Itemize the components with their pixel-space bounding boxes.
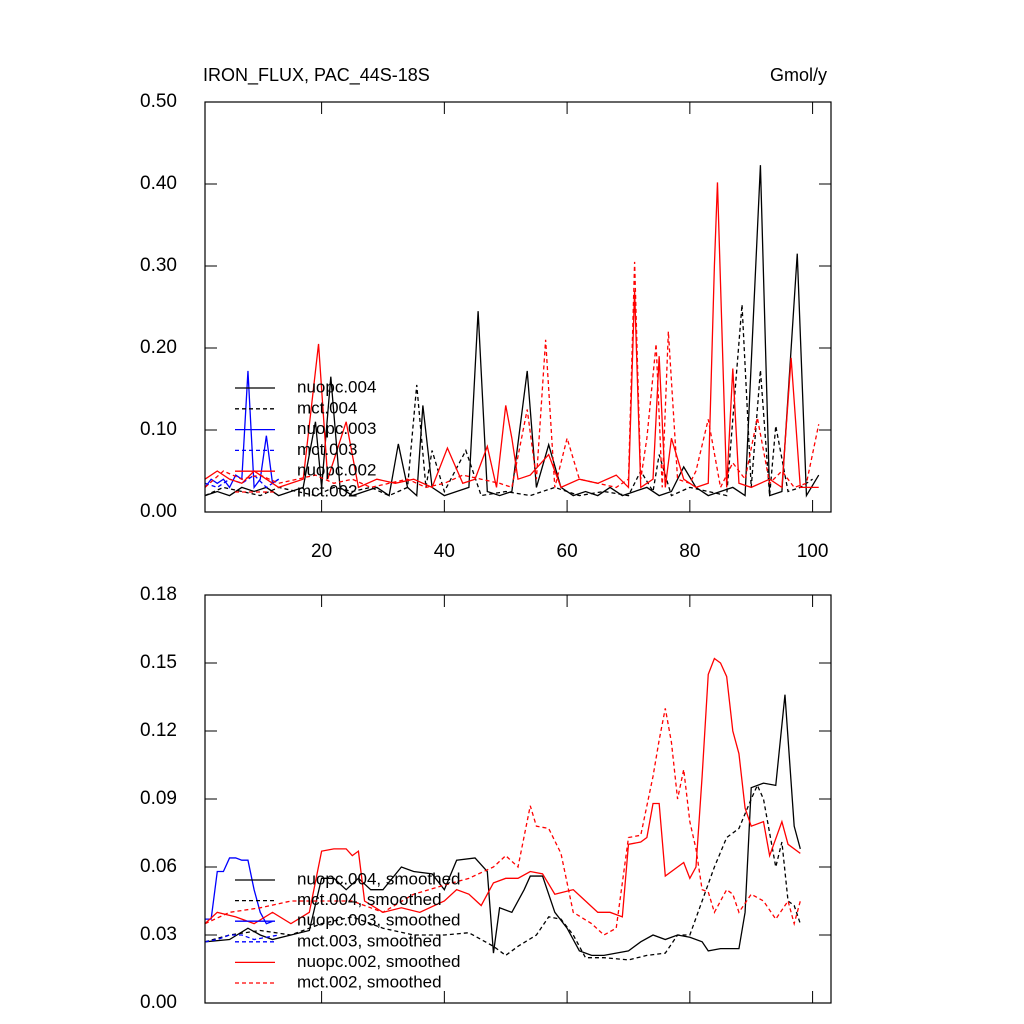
- series-line: [205, 304, 813, 497]
- series-line: [205, 165, 820, 498]
- legend-label: nuopc.003, smoothed: [297, 911, 461, 930]
- y-tick-label: 0.00: [140, 992, 177, 1013]
- series-line: [205, 857, 273, 925]
- y-tick-label: 0.15: [140, 652, 177, 673]
- series-line: [205, 657, 801, 925]
- y-tick-label: 0.03: [140, 924, 177, 945]
- x-tick-label: 80: [679, 541, 700, 562]
- y-tick-label: 0.20: [140, 337, 177, 358]
- y-tick-label: 0.06: [140, 856, 177, 877]
- series-line: [205, 934, 279, 943]
- y-tick-label: 0.12: [140, 720, 177, 741]
- y-tick-label: 0.09: [140, 788, 177, 809]
- y-tick-label: 0.50: [140, 91, 177, 112]
- series-line: [205, 708, 801, 936]
- y-tick-label: 0.00: [140, 501, 177, 522]
- legend-label: nuopc.004, smoothed: [297, 869, 461, 888]
- series-line: [205, 694, 801, 957]
- series-line: [205, 783, 801, 961]
- legend-label: nuopc.003: [297, 419, 376, 438]
- legend-label: nuopc.004: [297, 377, 376, 396]
- chart-title: IRON_FLUX, PAC_44S-18S: [203, 65, 430, 86]
- x-tick-label: 40: [434, 541, 455, 562]
- legend-label: nuopc.002: [297, 461, 376, 480]
- y-tick-label: 0.10: [140, 419, 177, 440]
- legend-label: mct.004: [297, 398, 357, 417]
- x-tick-label: 100: [797, 541, 829, 562]
- legend-label: mct.004, smoothed: [297, 890, 442, 909]
- legend-label: mct.003, smoothed: [297, 931, 442, 950]
- legend-label: mct.002, smoothed: [297, 972, 442, 991]
- legend-label: mct.002: [297, 481, 357, 500]
- y-tick-label: 0.30: [140, 255, 177, 276]
- y-tick-label: 0.40: [140, 173, 177, 194]
- y-tick-label: 0.18: [140, 584, 177, 605]
- x-tick-label: 60: [557, 541, 578, 562]
- series-line: [205, 182, 819, 489]
- legend-label: nuopc.002, smoothed: [297, 952, 461, 971]
- plot-frame: [204, 101, 832, 513]
- units-label: Gmol/y: [770, 65, 827, 85]
- x-tick-label: 20: [311, 541, 332, 562]
- legend-label: mct.003: [297, 440, 357, 459]
- plot-frame: [204, 594, 832, 1004]
- series-line: [205, 474, 280, 489]
